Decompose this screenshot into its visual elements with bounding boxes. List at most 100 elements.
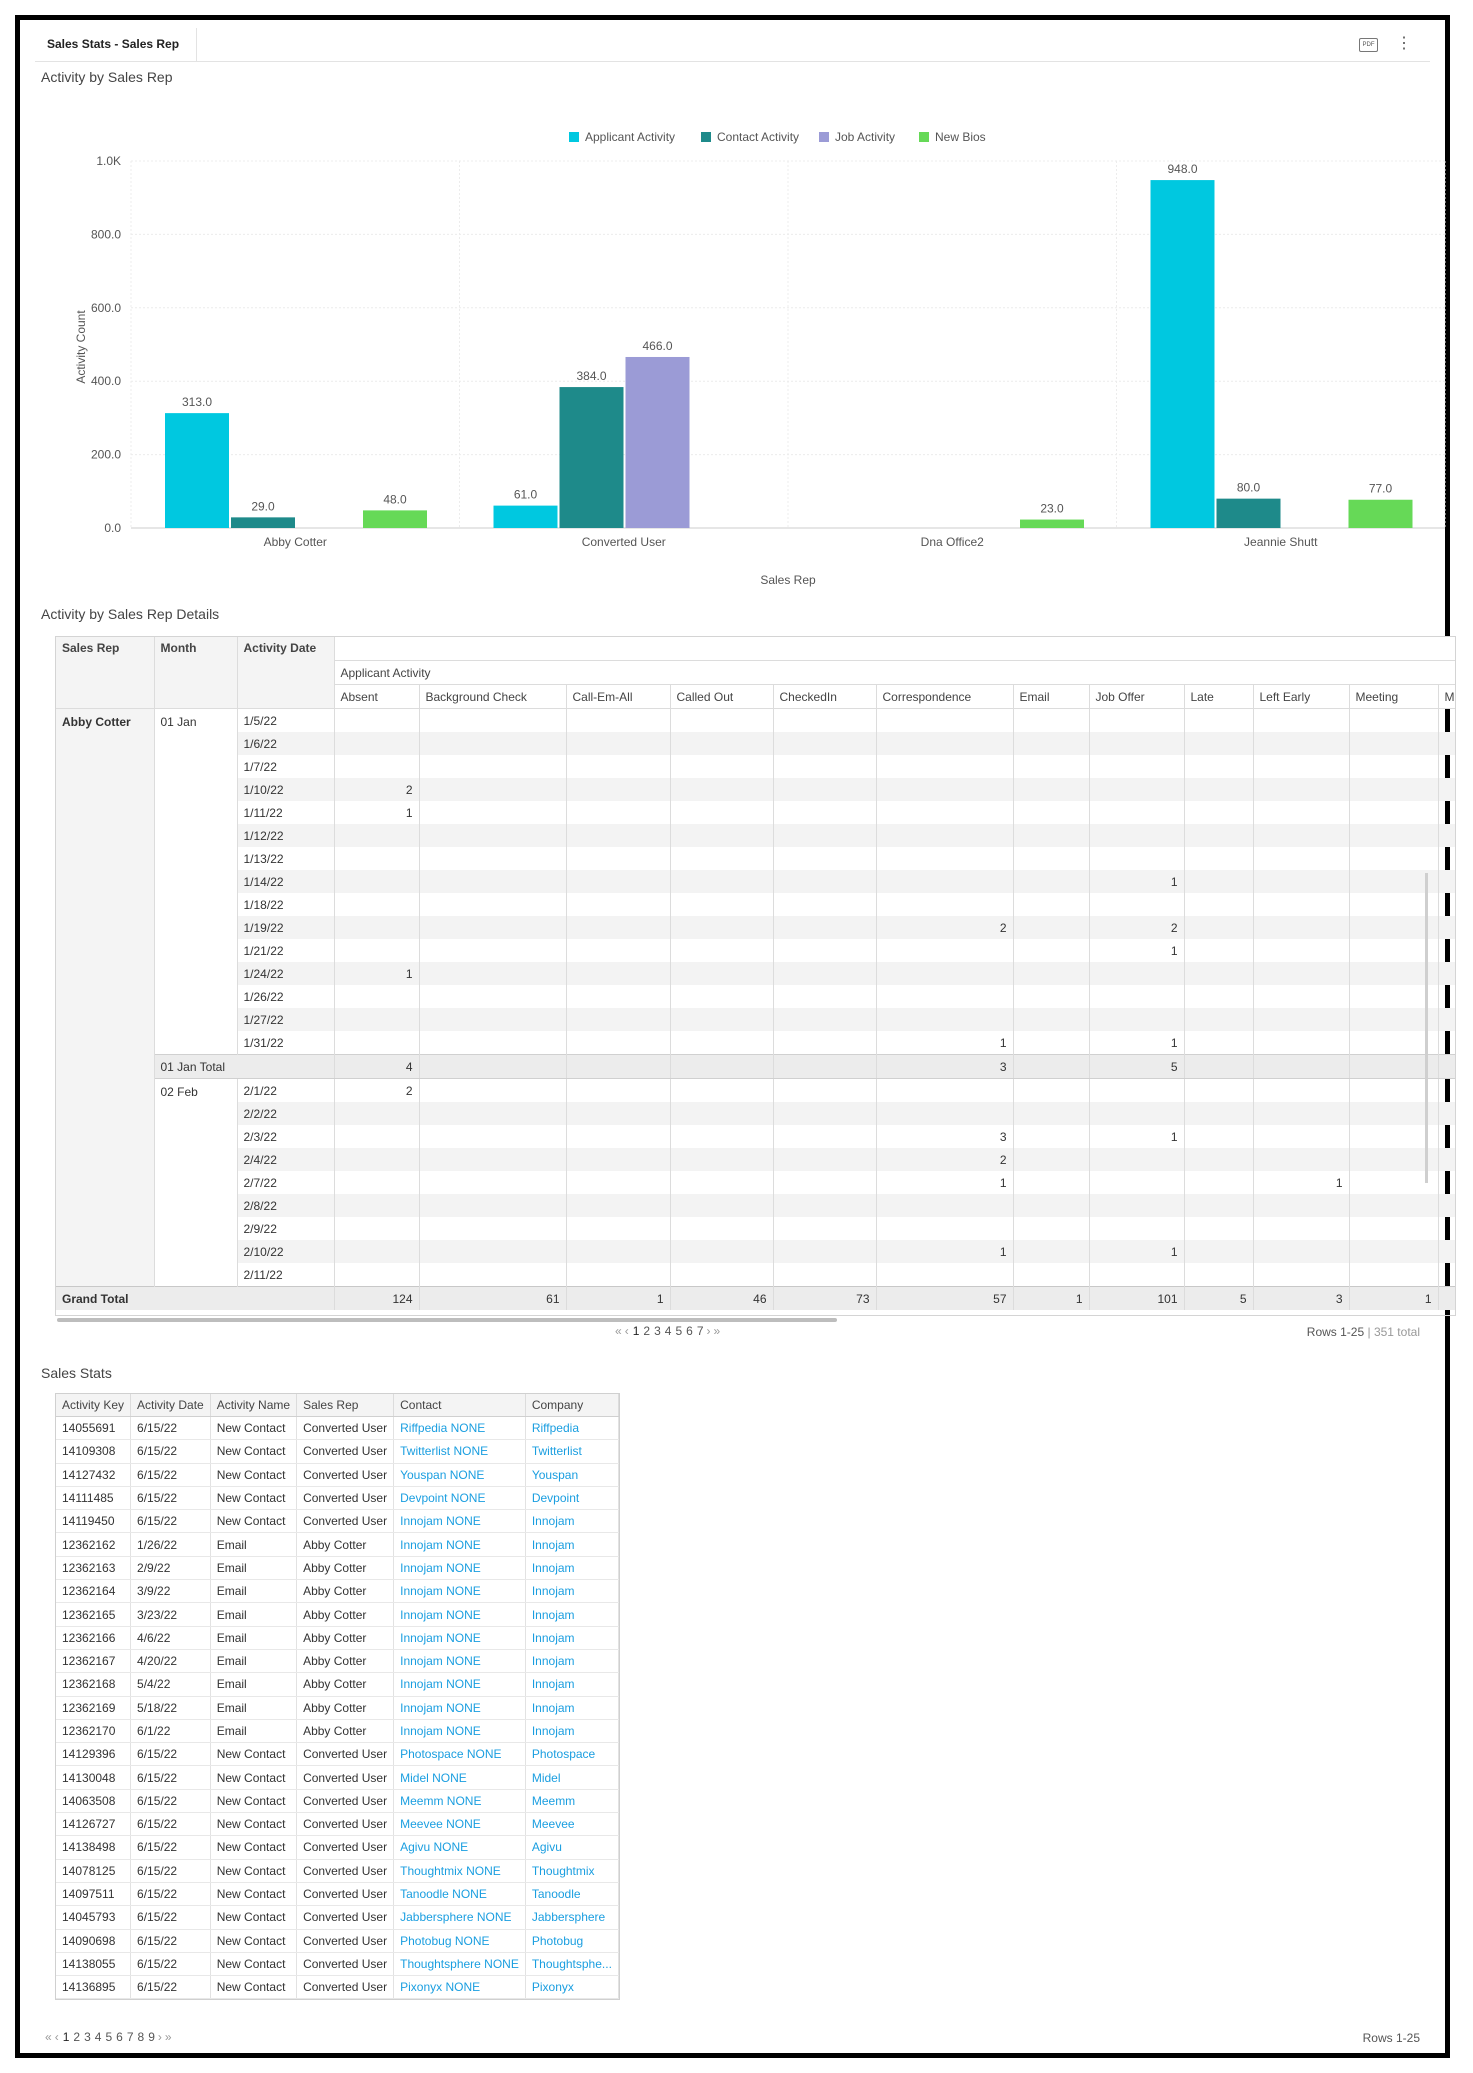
company-link[interactable]: Agivu [525,1835,619,1860]
col-header[interactable]: Meeting [1349,684,1439,709]
contact-link[interactable]: Thoughtsphere NONE [393,1952,526,1977]
stats-col-header[interactable]: Activity Date [130,1394,211,1417]
contact-link[interactable]: Innojam NONE [393,1626,526,1650]
contact-link[interactable]: Innojam NONE [393,1672,526,1697]
stats-col-header[interactable]: Sales Rep [296,1394,395,1417]
page-link[interactable]: 1 [62,2030,70,2044]
company-link[interactable]: Innojam [525,1602,619,1627]
stats-col-header[interactable]: Activity Name [210,1394,298,1417]
contact-link[interactable]: Innojam NONE [393,1509,526,1534]
horizontal-scrollbar[interactable] [57,1318,837,1322]
col-header[interactable]: Correspondence [876,684,1014,709]
company-link[interactable]: Thoughtmix [525,1859,619,1883]
company-link[interactable]: Thoughtsphe... [525,1952,619,1977]
page-link[interactable]: 5 [675,1324,683,1338]
company-link[interactable]: Youspan [525,1463,619,1487]
vertical-scrollbar[interactable] [1425,873,1428,1183]
company-link[interactable]: Innojam [525,1719,619,1744]
col-header[interactable]: Left Early [1253,684,1350,709]
page-link[interactable]: 5 [105,2030,113,2044]
col-header-month[interactable]: Month [154,637,238,709]
page-link[interactable]: 3 [84,2030,91,2044]
col-header-sales-rep[interactable]: Sales Rep [56,637,155,709]
page-link[interactable]: 7 [126,2030,134,2044]
col-header-activity-date[interactable]: Activity Date [237,637,335,709]
company-link[interactable]: Photobug [525,1929,619,1953]
contact-link[interactable]: Tanoodle NONE [393,1882,526,1907]
company-link[interactable]: Innojam [525,1556,619,1581]
company-link[interactable]: Innojam [525,1672,619,1697]
contact-link[interactable]: Meevee NONE [393,1812,526,1837]
page-link[interactable]: 7 [696,1324,704,1338]
col-header[interactable]: Called Out [670,684,774,709]
prev-page-icon[interactable]: ‹ [54,2030,59,2044]
prev-page-icon[interactable]: ‹ [624,1324,629,1338]
pdf-icon[interactable]: PDF [1359,38,1378,52]
company-link[interactable]: Innojam [525,1509,619,1534]
company-link[interactable]: Innojam [525,1696,619,1720]
company-link[interactable]: Innojam [525,1649,619,1674]
page-link[interactable]: 2 [643,1324,651,1338]
company-link[interactable]: Pixonyx [525,1975,619,2000]
first-page-icon[interactable]: « [45,2030,52,2044]
contact-link[interactable]: Innojam NONE [393,1649,526,1674]
contact-link[interactable]: Innojam NONE [393,1532,526,1557]
contact-link[interactable]: Innojam NONE [393,1556,526,1581]
page-link[interactable]: 2 [73,2030,81,2044]
company-link[interactable]: Riffpedia [525,1416,619,1441]
contact-link[interactable]: Midel NONE [393,1765,526,1790]
contact-link[interactable]: Pixonyx NONE [393,1975,526,2000]
contact-link[interactable]: Photobug NONE [393,1929,526,1953]
company-link[interactable]: Jabbersphere [525,1905,619,1930]
col-header[interactable]: Absent [334,684,420,709]
contact-link[interactable]: Innojam NONE [393,1719,526,1744]
company-link[interactable]: Innojam [525,1532,619,1557]
company-link[interactable]: Midel [525,1765,619,1790]
first-page-icon[interactable]: « [615,1324,622,1338]
page-link[interactable]: 4 [664,1324,672,1338]
contact-link[interactable]: Twitterlist NONE [393,1439,526,1464]
col-header[interactable]: Background Check [419,684,567,709]
page-link[interactable]: 3 [654,1324,661,1338]
contact-link[interactable]: Innojam NONE [393,1602,526,1627]
next-page-icon[interactable]: › [706,1324,711,1338]
contact-link[interactable]: Jabbersphere NONE [393,1905,526,1930]
company-link[interactable]: Photospace [525,1742,619,1767]
company-link[interactable]: Meemm [525,1789,619,1814]
contact-link[interactable]: Innojam NONE [393,1696,526,1720]
page-link[interactable]: 9 [148,2030,155,2044]
col-header[interactable]: Email [1013,684,1090,709]
contact-link[interactable]: Youspan NONE [393,1463,526,1487]
company-link[interactable]: Tanoodle [525,1882,619,1907]
dashboard-tab[interactable]: Sales Stats - Sales Rep [35,28,197,61]
contact-link[interactable]: Riffpedia NONE [393,1416,526,1441]
contact-link[interactable]: Innojam NONE [393,1579,526,1604]
contact-link[interactable]: Agivu NONE [393,1835,526,1860]
next-page-icon[interactable]: › [157,2030,162,2044]
page-link[interactable]: 6 [116,2030,123,2044]
page-link[interactable]: 1 [632,1324,640,1338]
col-header[interactable]: CheckedIn [773,684,877,709]
stats-col-header[interactable]: Contact [393,1394,526,1417]
col-header[interactable]: Call-Em-All [566,684,671,709]
company-link[interactable]: Innojam [525,1626,619,1650]
col-header[interactable]: Job Offer [1089,684,1185,709]
page-link[interactable]: 8 [137,2030,145,2044]
contact-link[interactable]: Photospace NONE [393,1742,526,1767]
stats-col-header[interactable]: Company [525,1394,619,1417]
col-header[interactable]: Mes [1438,684,1455,709]
stats-col-header[interactable]: Activity Key [56,1394,132,1417]
page-link[interactable]: 6 [686,1324,693,1338]
last-page-icon[interactable]: » [164,2030,172,2044]
company-link[interactable]: Devpoint [525,1486,619,1511]
contact-link[interactable]: Devpoint NONE [393,1486,526,1511]
company-link[interactable]: Meevee [525,1812,619,1837]
contact-link[interactable]: Thoughtmix NONE [393,1859,526,1883]
more-menu-icon[interactable]: ⋮ [1396,35,1412,52]
company-link[interactable]: Innojam [525,1579,619,1604]
col-header[interactable]: Late [1184,684,1254,709]
company-link[interactable]: Twitterlist [525,1439,619,1464]
page-link[interactable]: 4 [94,2030,102,2044]
last-page-icon[interactable]: » [713,1324,721,1338]
contact-link[interactable]: Meemm NONE [393,1789,526,1814]
